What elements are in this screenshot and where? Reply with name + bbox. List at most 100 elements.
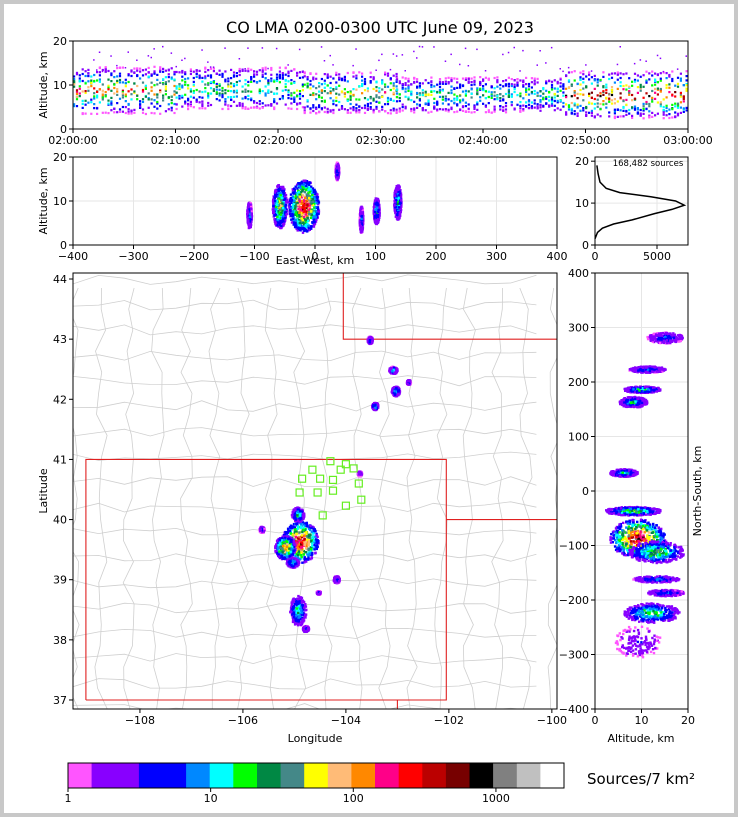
time-altitude-source	[410, 110, 413, 113]
time-altitude-source	[550, 46, 553, 49]
time-altitude-source	[218, 84, 221, 88]
time-altitude-source	[453, 98, 456, 101]
time-altitude-source	[651, 100, 654, 103]
time-altitude-source	[665, 114, 668, 117]
time-altitude-source	[679, 72, 682, 75]
time-altitude-source	[167, 96, 170, 99]
time-altitude-source	[312, 78, 315, 81]
east-west-source	[294, 213, 297, 216]
time-altitude-source	[73, 83, 76, 86]
time-altitude-source	[679, 95, 682, 98]
east-west-blob	[393, 184, 403, 221]
time-altitude-source	[258, 107, 261, 110]
time-altitude-source	[545, 89, 548, 92]
east-west-source	[282, 215, 285, 218]
time-altitude-source	[378, 96, 381, 99]
time-altitude-source	[470, 111, 473, 114]
time-altitude-source	[444, 95, 447, 98]
time-altitude-source	[227, 85, 230, 88]
time-altitude-source	[496, 85, 499, 88]
time-altitude-source	[659, 72, 662, 75]
time-altitude-source	[355, 74, 358, 77]
time-altitude-source	[642, 112, 645, 115]
time-altitude-source	[124, 93, 127, 96]
time-altitude-source	[335, 73, 338, 76]
east-west-source	[313, 218, 316, 221]
time-altitude-source	[416, 85, 419, 88]
time-altitude-source	[671, 116, 674, 119]
time-altitude-source	[648, 110, 651, 113]
time-altitude-source	[542, 104, 545, 107]
time-altitude-source	[247, 98, 250, 101]
time-altitude-source	[522, 108, 525, 111]
time-altitude-source	[273, 101, 276, 104]
plan-view-source	[298, 558, 302, 561]
time-altitude-source	[96, 71, 99, 74]
plan-view-source	[295, 538, 299, 541]
time-altitude-source	[104, 66, 107, 69]
time-altitude-source	[139, 100, 142, 103]
east-west-source	[393, 201, 397, 204]
time-altitude-source	[401, 86, 404, 89]
time-altitude-source	[159, 81, 162, 84]
time-altitude-source	[78, 95, 81, 98]
time-altitude-source	[230, 77, 233, 80]
time-altitude-source	[153, 99, 156, 102]
time-altitude-source	[261, 90, 264, 93]
time-altitude-source	[516, 78, 519, 81]
time-altitude-source	[195, 73, 198, 76]
time-altitude-source	[407, 86, 410, 89]
east-west-source	[272, 202, 275, 205]
time-altitude-source	[602, 103, 605, 106]
time-altitude-source	[101, 83, 104, 86]
time-altitude-source	[235, 95, 238, 98]
plan-view-source	[315, 534, 318, 537]
time-altitude-source	[502, 98, 505, 101]
east-west-source	[307, 224, 310, 227]
time-altitude-source	[312, 92, 315, 95]
time-altitude-source	[562, 105, 565, 108]
time-altitude-source	[198, 69, 201, 72]
time-altitude-source	[303, 71, 306, 74]
time-altitude-source	[395, 100, 399, 103]
time-altitude-source	[542, 92, 545, 95]
time-altitude-column	[556, 80, 559, 110]
time-altitude-source	[184, 83, 187, 86]
time-altitude-source	[456, 77, 459, 80]
time-altitude-source	[355, 107, 358, 110]
time-altitude-column	[241, 68, 244, 110]
time-altitude-source	[244, 83, 247, 86]
time-altitude-source	[127, 102, 130, 106]
time-altitude-column	[610, 72, 614, 105]
time-altitude-column	[573, 70, 576, 116]
time-altitude-source	[487, 109, 490, 112]
y-tick-label: 0	[60, 123, 67, 136]
time-altitude-source	[303, 109, 306, 112]
time-altitude-x-ticks: 02:00:00 02:10:00 02:20:00 02:30:00 02:40:00…	[48, 129, 713, 147]
time-altitude-source	[296, 107, 299, 111]
plan-view-source	[291, 533, 294, 536]
time-altitude-source	[616, 100, 619, 103]
time-altitude-source	[493, 110, 496, 113]
time-altitude-column	[441, 81, 444, 111]
time-altitude-source	[496, 79, 499, 82]
time-altitude-source	[320, 96, 323, 99]
time-altitude-source	[656, 88, 659, 91]
time-altitude-source	[340, 106, 344, 109]
east-west-source	[306, 219, 309, 223]
time-altitude-source	[530, 77, 533, 80]
time-altitude-source	[576, 112, 579, 115]
time-altitude-column	[306, 76, 309, 108]
east-west-source	[308, 228, 311, 231]
time-altitude-source	[447, 82, 450, 85]
east-west-source	[306, 230, 309, 233]
time-altitude-source	[665, 72, 668, 75]
time-altitude-source	[162, 45, 164, 48]
time-altitude-source	[671, 93, 674, 96]
time-altitude-source	[559, 68, 561, 70]
time-altitude-source	[133, 91, 136, 94]
time-altitude-source	[170, 77, 173, 81]
east-west-source	[303, 218, 306, 221]
east-west-source	[279, 185, 283, 189]
time-altitude-source	[235, 91, 238, 94]
